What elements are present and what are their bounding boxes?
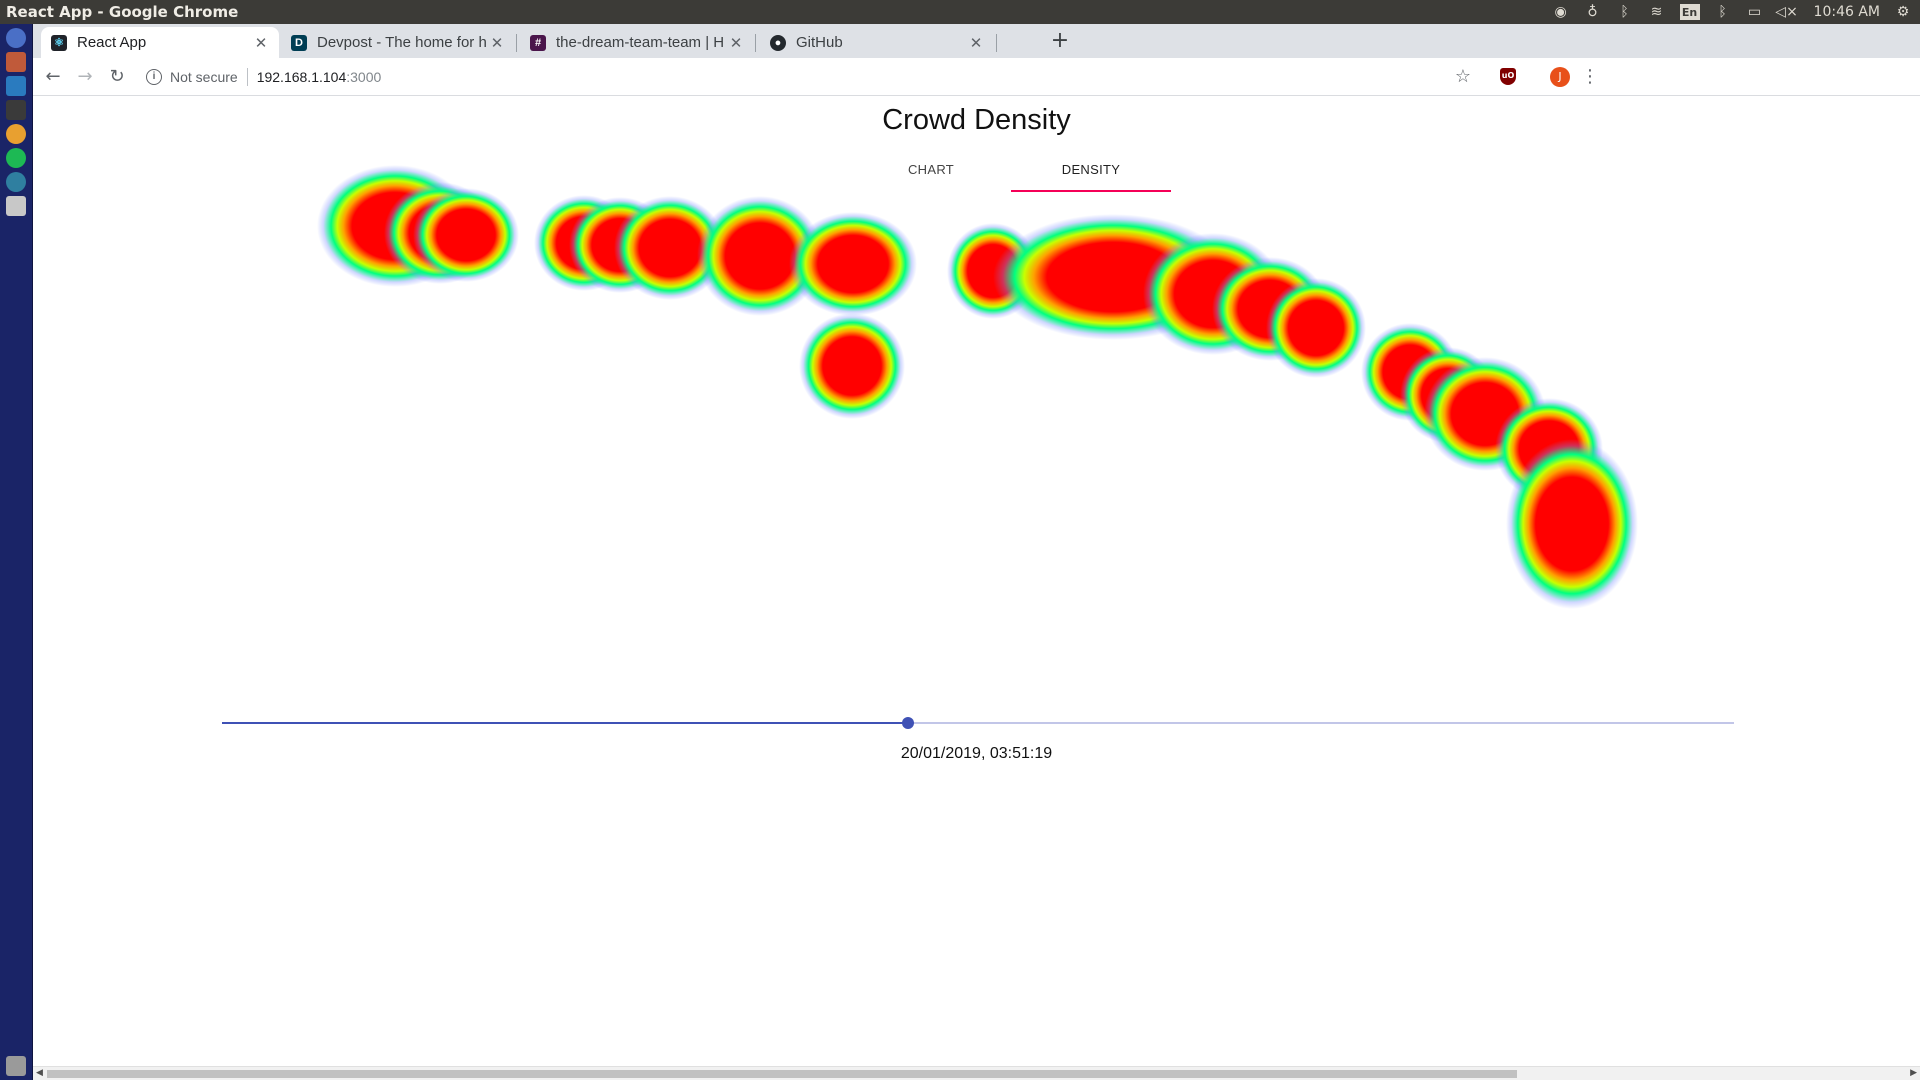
spotify-icon[interactable] bbox=[6, 148, 26, 168]
keyboard-layout-indicator[interactable]: En bbox=[1679, 4, 1700, 20]
horizontal-scrollbar[interactable]: ◀ ▶ bbox=[33, 1066, 1920, 1080]
close-tab-icon[interactable]: ✕ bbox=[490, 34, 504, 52]
disk-icon[interactable] bbox=[6, 196, 26, 216]
tab-chart[interactable]: CHART bbox=[907, 161, 955, 177]
new-tab-button[interactable]: + bbox=[1050, 28, 1070, 53]
address-bar[interactable]: i Not secure 192.168.1.104 :3000 bbox=[146, 62, 1786, 92]
tab-github[interactable]: ● GitHub ✕ bbox=[760, 27, 994, 58]
chrome-indicator-icon[interactable]: ◉ bbox=[1554, 4, 1567, 20]
browser-icon[interactable] bbox=[6, 172, 26, 192]
lightbulb-icon[interactable]: ♁ bbox=[1587, 4, 1598, 20]
system-tray: ◉ ♁ ᛒ ≋ En ᛒ ▭ ◁× 10:46 AM ⚙ bbox=[1552, 0, 1912, 24]
page-title: Crowd Density bbox=[882, 104, 1071, 136]
scroll-left-arrow-icon[interactable]: ◀ bbox=[36, 1068, 43, 1078]
trash-icon[interactable] bbox=[6, 1056, 26, 1076]
slider-thumb[interactable] bbox=[902, 717, 915, 729]
tab-title: the-dream-team-team | H bbox=[556, 34, 725, 51]
volume-muted-icon[interactable]: ◁× bbox=[1775, 4, 1798, 20]
os-top-panel: React App - Google Chrome ◉ ♁ ᛒ ≋ En ᛒ ▭… bbox=[0, 0, 1920, 24]
back-arrow-icon[interactable]: ← bbox=[45, 66, 61, 87]
omnibox-separator bbox=[246, 68, 248, 86]
heatmap-hotspot bbox=[413, 188, 519, 282]
slack-icon: # bbox=[530, 34, 546, 51]
chrome-icon[interactable] bbox=[6, 124, 26, 144]
tab-devpost[interactable]: D Devpost - The home for h ✕ bbox=[281, 27, 515, 58]
close-tab-icon[interactable]: ✕ bbox=[969, 34, 983, 52]
window-title: React App - Google Chrome bbox=[6, 3, 239, 21]
heatmap-hotspot bbox=[789, 212, 917, 316]
heatmap-hotspot bbox=[1266, 278, 1366, 378]
browser-toolbar: ← → ↻ i Not secure 192.168.1.104 :3000 ☆… bbox=[33, 58, 1920, 96]
battery-icon[interactable]: ▭ bbox=[1747, 4, 1762, 20]
vscode-icon[interactable] bbox=[6, 76, 26, 96]
github-icon: ● bbox=[770, 34, 786, 51]
wifi-icon[interactable]: ≋ bbox=[1650, 4, 1663, 20]
chrome-menu-icon[interactable]: ⋮ bbox=[1581, 66, 1599, 87]
bluetooth-icon[interactable]: ᛒ bbox=[1620, 4, 1629, 20]
react-icon: ⚛ bbox=[51, 34, 67, 51]
tab-title: Devpost - The home for h bbox=[317, 34, 487, 51]
devpost-icon: D bbox=[291, 34, 307, 51]
heatmap-hotspot bbox=[799, 313, 905, 419]
app-page: Crowd Density CHART DENSITY 20/01/2019, … bbox=[33, 96, 1920, 1066]
settings-gear-icon[interactable]: ⚙ bbox=[1896, 4, 1910, 20]
bluetooth-icon[interactable]: ᛒ bbox=[1718, 4, 1727, 20]
slider-rail[interactable] bbox=[222, 722, 1734, 724]
files-icon[interactable] bbox=[6, 52, 26, 72]
scroll-right-arrow-icon[interactable]: ▶ bbox=[1910, 1068, 1917, 1078]
forward-arrow-icon[interactable]: → bbox=[77, 66, 93, 87]
tab-react-app[interactable]: ⚛ React App ✕ bbox=[41, 27, 279, 58]
clock[interactable]: 10:46 AM bbox=[1813, 4, 1880, 20]
url-port[interactable]: :3000 bbox=[346, 69, 382, 85]
ublock-extension-icon[interactable]: uO bbox=[1500, 68, 1516, 85]
tab-separator bbox=[996, 34, 997, 52]
timestamp-label: 20/01/2019, 03:51:19 bbox=[900, 745, 1053, 762]
view-tabs: CHART DENSITY bbox=[851, 146, 1171, 192]
browser-tab-strip: ⚛ React App ✕ D Devpost - The home for h… bbox=[33, 24, 1920, 58]
tab-title: React App bbox=[77, 34, 147, 51]
scrollbar-thumb[interactable] bbox=[47, 1070, 1517, 1078]
tab-separator bbox=[755, 34, 756, 52]
bookmark-star-icon[interactable]: ☆ bbox=[1454, 66, 1472, 87]
security-label[interactable]: Not secure bbox=[170, 69, 238, 85]
tab-density[interactable]: DENSITY bbox=[1061, 161, 1121, 177]
terminal-icon[interactable] bbox=[6, 100, 26, 120]
unity-launcher bbox=[0, 24, 33, 1080]
ubuntu-dash-icon[interactable] bbox=[6, 28, 26, 48]
active-tab-indicator bbox=[1011, 190, 1171, 192]
reload-icon[interactable]: ↻ bbox=[109, 66, 125, 87]
url-host[interactable]: 192.168.1.104 bbox=[256, 69, 347, 85]
crowd-density-heatmap bbox=[33, 96, 1920, 1066]
heatmap-hotspot bbox=[1506, 439, 1638, 609]
time-slider[interactable] bbox=[222, 714, 1734, 734]
close-tab-icon[interactable]: ✕ bbox=[729, 34, 743, 52]
tab-separator bbox=[516, 34, 517, 52]
tab-slack[interactable]: # the-dream-team-team | H ✕ bbox=[520, 27, 754, 58]
slider-track[interactable] bbox=[222, 722, 909, 724]
tab-title: GitHub bbox=[796, 34, 843, 51]
profile-avatar[interactable]: J bbox=[1550, 67, 1570, 87]
info-icon[interactable]: i bbox=[146, 69, 162, 85]
close-tab-icon[interactable]: ✕ bbox=[254, 34, 268, 52]
